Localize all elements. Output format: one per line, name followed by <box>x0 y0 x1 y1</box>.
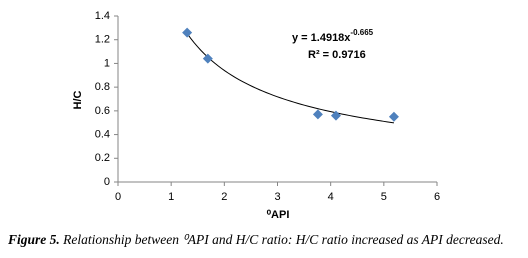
y-tick-label: 1.2 <box>95 34 110 46</box>
marker <box>388 111 399 122</box>
marker <box>182 27 193 38</box>
y-tick-label: 1 <box>104 57 110 69</box>
equation: y = 1.4918x-0.665 <box>292 28 374 44</box>
x-axis-label: ⁰API <box>267 209 290 221</box>
y-tick-label: 0.4 <box>95 128 110 140</box>
equation-exponent: -0.665 <box>350 28 373 37</box>
caption: Figure 5. Relationship between ⁰API and … <box>7 232 504 247</box>
equation-text: y = 1.4918x <box>292 32 351 44</box>
trendline <box>186 33 395 124</box>
marker <box>312 109 323 120</box>
x-tick-label: 6 <box>434 191 440 203</box>
marker <box>330 110 341 121</box>
x-tick-label: 5 <box>381 191 387 203</box>
y-tick-label: 0.8 <box>95 81 110 93</box>
r-squared: R² = 0.9716 <box>308 49 366 61</box>
x-tick-label: 1 <box>168 191 174 203</box>
y-tick-label: 1.4 <box>95 10 110 22</box>
y-tick-label: 0.6 <box>95 105 110 117</box>
y-tick-label: 0.2 <box>95 152 110 164</box>
x-tick-label: 3 <box>274 191 280 203</box>
marker <box>202 53 213 64</box>
x-tick-label: 0 <box>115 191 121 203</box>
x-tick-label: 2 <box>221 191 227 203</box>
caption-text: Relationship between ⁰API and H/C ratio:… <box>60 232 504 247</box>
caption-label: Figure 5. <box>7 232 60 247</box>
y-axis-label: H/C <box>72 90 84 109</box>
y-tick-label: 0 <box>104 176 110 188</box>
x-tick-label: 4 <box>328 191 334 203</box>
